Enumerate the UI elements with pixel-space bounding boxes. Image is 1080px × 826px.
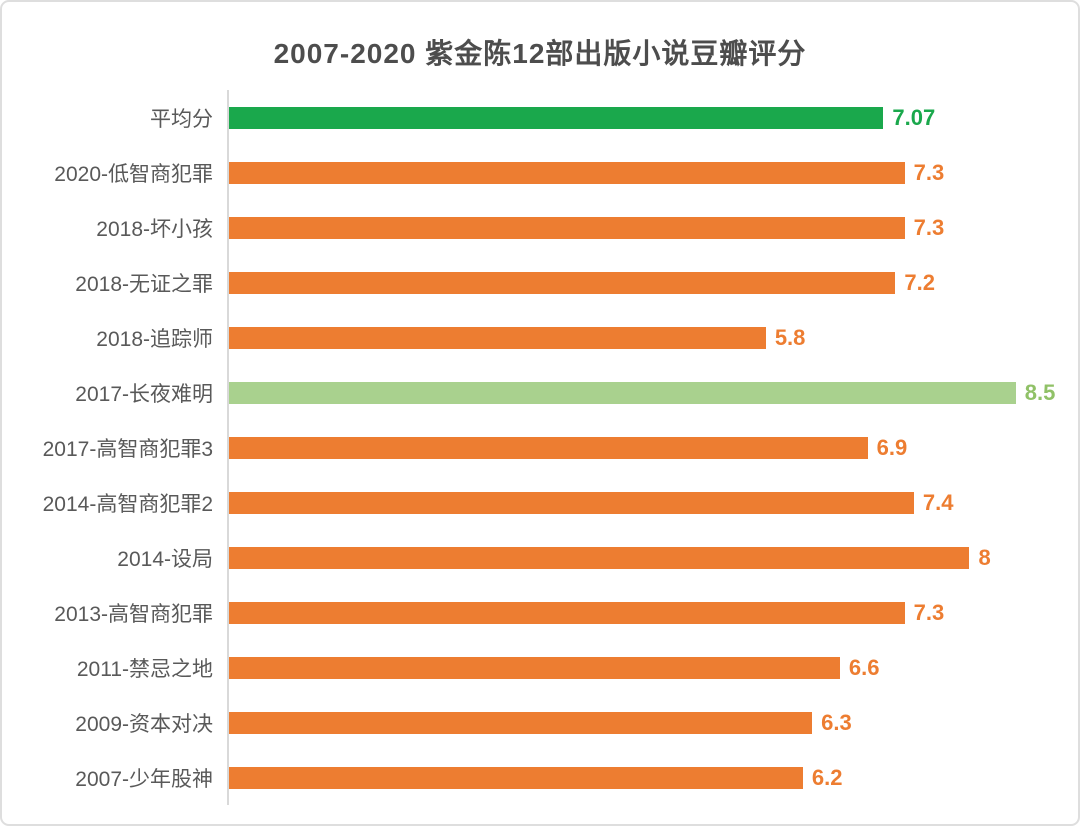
bar-track: 5.8	[227, 310, 1062, 365]
chart-row: 2007-少年股神 6.2	[2, 750, 1062, 805]
chart-row: 2011-禁忌之地 6.6	[2, 640, 1062, 695]
bar-track: 8.5	[227, 365, 1062, 420]
bar	[229, 436, 868, 459]
chart-row: 2013-高智商犯罪 7.3	[2, 585, 1062, 640]
value-label: 6.9	[876, 434, 908, 460]
value-label: 7.07	[892, 104, 936, 130]
chart-row: 2018-追踪师 5.8	[2, 310, 1062, 365]
value-label: 7.3	[913, 214, 945, 240]
value-label: 8	[978, 544, 991, 570]
bar	[229, 326, 766, 349]
bar	[229, 271, 896, 294]
bar-track: 6.6	[227, 640, 1062, 695]
value-label: 8.5	[1024, 379, 1056, 405]
chart-row: 2009-资本对决 6.3	[2, 695, 1062, 750]
bar	[229, 106, 884, 129]
value-label: 6.2	[811, 764, 843, 790]
bar-track: 7.3	[227, 585, 1062, 640]
chart-row: 2017-高智商犯罪3 6.9	[2, 420, 1062, 475]
chart-row: 2018-无证之罪 7.2	[2, 255, 1062, 310]
bar	[229, 601, 905, 624]
bar-track: 7.2	[227, 255, 1062, 310]
category-label: 2020-低智商犯罪	[54, 162, 213, 186]
bar	[229, 766, 803, 789]
bar	[229, 546, 970, 569]
category-label: 2007-少年股神	[75, 767, 213, 791]
category-label: 2013-高智商犯罪	[54, 602, 213, 626]
category-label: 2018-坏小孩	[96, 217, 213, 241]
chart-rows: 平均分 7.07 2020-低智商犯罪 7.3 2018-坏小孩 7.3 201…	[2, 90, 1062, 805]
bar	[229, 656, 840, 679]
category-label: 平均分	[150, 107, 213, 131]
bar-track: 8	[227, 530, 1062, 585]
bar-track: 6.3	[227, 695, 1062, 750]
category-label: 2011-禁忌之地	[76, 657, 213, 681]
bar-track: 7.07	[227, 90, 1062, 145]
category-label: 2014-设局	[117, 547, 213, 571]
category-label: 2018-追踪师	[96, 327, 213, 351]
bar	[229, 491, 914, 514]
chart-row: 平均分 7.07	[2, 90, 1062, 145]
chart-row: 2014-设局 8	[2, 530, 1062, 585]
chart-row: 2017-长夜难明 8.5	[2, 365, 1062, 420]
bar-track: 7.4	[227, 475, 1062, 530]
bar-track: 7.3	[227, 145, 1062, 200]
bar	[229, 381, 1016, 404]
chart-row: 2018-坏小孩 7.3	[2, 200, 1062, 255]
chart-row: 2020-低智商犯罪 7.3	[2, 145, 1062, 200]
value-label: 6.6	[848, 654, 880, 680]
value-label: 7.2	[904, 269, 935, 295]
chart-title: 2007-2020 紫金陈12部出版小说豆瓣评分	[273, 38, 807, 69]
category-label: 2018-无证之罪	[75, 272, 213, 296]
category-label: 2017-高智商犯罪3	[42, 437, 213, 461]
bar	[229, 216, 905, 239]
bar	[229, 161, 905, 184]
value-label: 6.3	[821, 709, 852, 735]
value-label: 7.3	[913, 599, 945, 625]
value-label: 5.8	[774, 324, 806, 350]
chart-row: 2014-高智商犯罪2 7.4	[2, 475, 1062, 530]
bar-track: 6.9	[227, 420, 1062, 475]
value-label: 7.3	[913, 159, 945, 185]
bar	[229, 711, 813, 734]
bar-track: 6.2	[227, 750, 1062, 805]
value-label: 7.4	[922, 489, 954, 515]
category-label: 2014-高智商犯罪2	[42, 492, 213, 516]
category-label: 2017-长夜难明	[75, 382, 213, 406]
category-label: 2009-资本对决	[75, 712, 213, 736]
bar-track: 7.3	[227, 200, 1062, 255]
